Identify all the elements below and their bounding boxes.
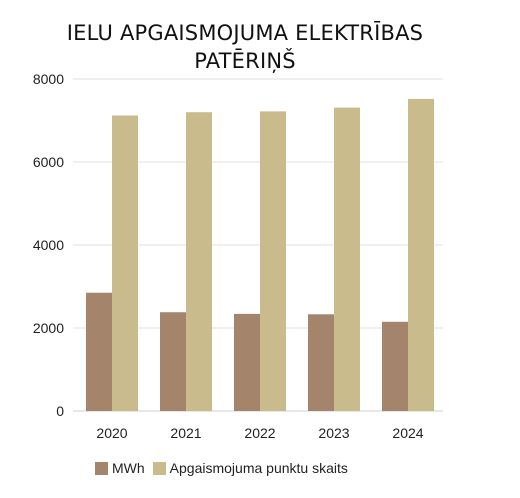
- bar-apgaismojuma-punktu-skaits-2020: [112, 115, 138, 412]
- x-tick-label-2023: 2023: [318, 425, 349, 441]
- legend-item-apgaismojuma-punktu-skaits: Apgaismojuma punktu skaits: [152, 460, 348, 476]
- legend-swatch-apgaismojuma-punktu-skaits: [152, 461, 166, 475]
- bar-apgaismojuma-punktu-skaits-2021: [186, 112, 212, 411]
- chart-title-line-1: IELU APGAISMOJUMA ELEKTRĪBAS: [66, 21, 424, 45]
- y-tick-label-0: 0: [56, 403, 64, 419]
- legend: MWh Apgaismojuma punktu skaits: [95, 458, 356, 478]
- legend-item-mwh: MWh: [95, 460, 145, 476]
- legend-label-mwh: MWh: [112, 460, 145, 476]
- x-tick-label-2020: 2020: [96, 425, 127, 441]
- y-tick-label-4000: 4000: [33, 237, 64, 253]
- bar-apgaismojuma-punktu-skaits-2023: [334, 107, 360, 411]
- x-tick-label-2022: 2022: [244, 425, 275, 441]
- legend-label-apgaismojuma-punktu-skaits: Apgaismojuma punktu skaits: [169, 460, 348, 476]
- bar-apgaismojuma-punktu-skaits-2024: [408, 98, 434, 412]
- bar-mwh-2024: [382, 321, 408, 411]
- y-axis-tick-labels: 0 2000 4000 6000 8000: [33, 71, 64, 419]
- y-tick-label-6000: 6000: [33, 154, 64, 170]
- x-tick-label-2024: 2024: [392, 425, 423, 441]
- bar-mwh-2021: [160, 312, 186, 411]
- chart-title-line-2: PATĒRIŅŠ: [194, 49, 296, 73]
- x-axis-tick-labels: 2020 2021 2022 2023 2024: [96, 425, 423, 441]
- bars: [86, 98, 434, 412]
- chart-title: IELU APGAISMOJUMA ELEKTRĪBAS PATĒRIŅŠ: [0, 19, 490, 75]
- x-tick-label-2021: 2021: [170, 425, 201, 441]
- y-tick-label-2000: 2000: [33, 320, 64, 336]
- legend-swatch-mwh: [95, 461, 108, 475]
- bar-mwh-2020: [86, 292, 112, 411]
- bar-apgaismojuma-punktu-skaits-2022: [260, 111, 286, 412]
- bar-mwh-2022: [234, 313, 260, 411]
- bar-mwh-2023: [308, 314, 334, 411]
- y-tick-label-8000: 8000: [33, 71, 64, 87]
